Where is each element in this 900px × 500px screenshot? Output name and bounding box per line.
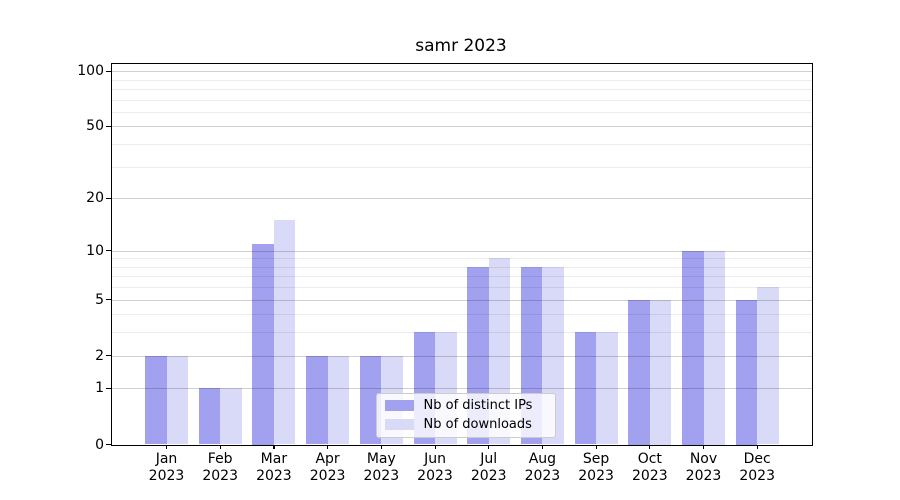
gridline-major-50 xyxy=(111,126,812,128)
gridline-minor-6 xyxy=(111,287,812,289)
gridline-minor-40 xyxy=(111,144,812,146)
x-tick-mark-4 xyxy=(327,444,329,449)
x-tick-label-jan: Jan 2023 xyxy=(148,451,185,484)
plot-area: Nb of distinct IPs Nb of downloads xyxy=(110,62,813,446)
gridline-minor-80 xyxy=(111,89,812,90)
y-tick-mark-10 xyxy=(106,250,111,252)
bar-downloads-dec-2023 xyxy=(757,287,779,445)
x-tick-label-sep: Sep 2023 xyxy=(578,451,614,484)
gridline-minor-70 xyxy=(111,99,812,101)
x-tick-mark-8 xyxy=(541,444,544,449)
bar-distinct-ips-dec-2023 xyxy=(735,299,758,445)
y-tick-mark-100 xyxy=(106,70,111,72)
bar-distinct-ips-jan-2023 xyxy=(145,355,167,445)
bar-downloads-jan-2023 xyxy=(166,355,188,445)
x-tick-mark-1 xyxy=(166,444,168,449)
legend: Nb of distinct IPs Nb of downloads xyxy=(375,392,556,438)
x-tick-mark-11 xyxy=(703,444,705,449)
x-tick-mark-6 xyxy=(434,444,436,449)
bar-distinct-ips-apr-2023 xyxy=(306,355,328,445)
x-tick-mark-9 xyxy=(595,444,597,449)
gridline-minor-90 xyxy=(111,79,812,81)
gridline-major-1 xyxy=(111,388,812,390)
bar-distinct-ips-feb-2023 xyxy=(198,388,221,445)
bar-downloads-sep-2023 xyxy=(596,332,618,445)
x-tick-label-nov: Nov 2023 xyxy=(685,451,722,484)
x-tick-label-jul: Jul 2023 xyxy=(470,451,507,484)
gridline-minor-7 xyxy=(111,276,812,278)
y-tick-mark-50 xyxy=(106,125,111,128)
y-tick-mark-1 xyxy=(106,387,111,390)
x-tick-label-feb: Feb 2023 xyxy=(202,451,238,484)
y-tick-label-20: 20 xyxy=(86,190,104,207)
y-tick-label-0: 0 xyxy=(95,436,104,453)
gridline-minor-60 xyxy=(111,111,812,113)
legend-swatch-downloads xyxy=(384,418,414,431)
x-tick-label-dec: Dec 2023 xyxy=(739,451,775,484)
x-tick-label-may: May 2023 xyxy=(363,451,400,484)
gridline-minor-8 xyxy=(111,266,812,268)
x-tick-mark-5 xyxy=(380,444,382,449)
gridline-major-100 xyxy=(111,71,812,73)
y-tick-label-1: 1 xyxy=(95,380,104,397)
y-tick-label-2: 2 xyxy=(95,347,104,364)
x-tick-mark-2 xyxy=(219,444,221,449)
y-tick-mark-2 xyxy=(106,355,111,357)
bar-distinct-ips-sep-2023 xyxy=(574,332,597,445)
bar-distinct-ips-oct-2023 xyxy=(628,299,650,445)
legend-item-downloads: Nb of downloads xyxy=(377,417,555,432)
x-tick-mark-10 xyxy=(649,444,651,449)
bar-distinct-ips-mar-2023 xyxy=(252,243,274,445)
gridline-minor-30 xyxy=(111,166,812,168)
x-tick-mark-12 xyxy=(756,444,758,449)
x-tick-mark-3 xyxy=(273,444,275,449)
bar-downloads-mar-2023 xyxy=(273,220,296,445)
legend-swatch-distinct-ips xyxy=(384,399,414,412)
gridline-minor-3 xyxy=(111,332,812,334)
chart-title: samr 2023 xyxy=(415,36,507,56)
gridline-major-2 xyxy=(111,355,812,357)
bar-downloads-feb-2023 xyxy=(220,388,242,445)
x-tick-label-aug: Aug 2023 xyxy=(524,451,561,484)
x-tick-label-mar: Mar 2023 xyxy=(256,451,292,484)
y-tick-mark-20 xyxy=(106,197,111,199)
gridline-major-20 xyxy=(111,198,812,200)
legend-item-distinct-ips: Nb of distinct IPs xyxy=(377,398,555,413)
y-tick-mark-0 xyxy=(106,444,111,446)
y-tick-label-10: 10 xyxy=(86,242,104,259)
legend-label-downloads: Nb of downloads xyxy=(423,417,532,432)
x-tick-mark-7 xyxy=(488,444,490,449)
bar-downloads-apr-2023 xyxy=(327,355,350,445)
y-tick-label-100: 100 xyxy=(77,63,104,80)
bar-downloads-oct-2023 xyxy=(649,299,672,445)
grid-layer xyxy=(111,64,812,445)
bar-distinct-ips-nov-2023 xyxy=(682,250,704,445)
gridline-minor-4 xyxy=(111,314,812,316)
x-tick-label-jun: Jun 2023 xyxy=(417,451,453,484)
bar-downloads-nov-2023 xyxy=(703,250,725,445)
y-tick-mark-5 xyxy=(106,299,111,301)
y-tick-label-50: 50 xyxy=(86,118,104,135)
legend-label-distinct-ips: Nb of distinct IPs xyxy=(423,398,533,413)
x-tick-label-oct: Oct 2023 xyxy=(631,451,668,484)
gridline-major-10 xyxy=(111,250,812,252)
x-tick-label-apr: Apr 2023 xyxy=(309,451,346,484)
gridline-major-5 xyxy=(111,299,812,301)
y-tick-label-5: 5 xyxy=(95,291,104,308)
gridline-minor-9 xyxy=(111,258,812,260)
